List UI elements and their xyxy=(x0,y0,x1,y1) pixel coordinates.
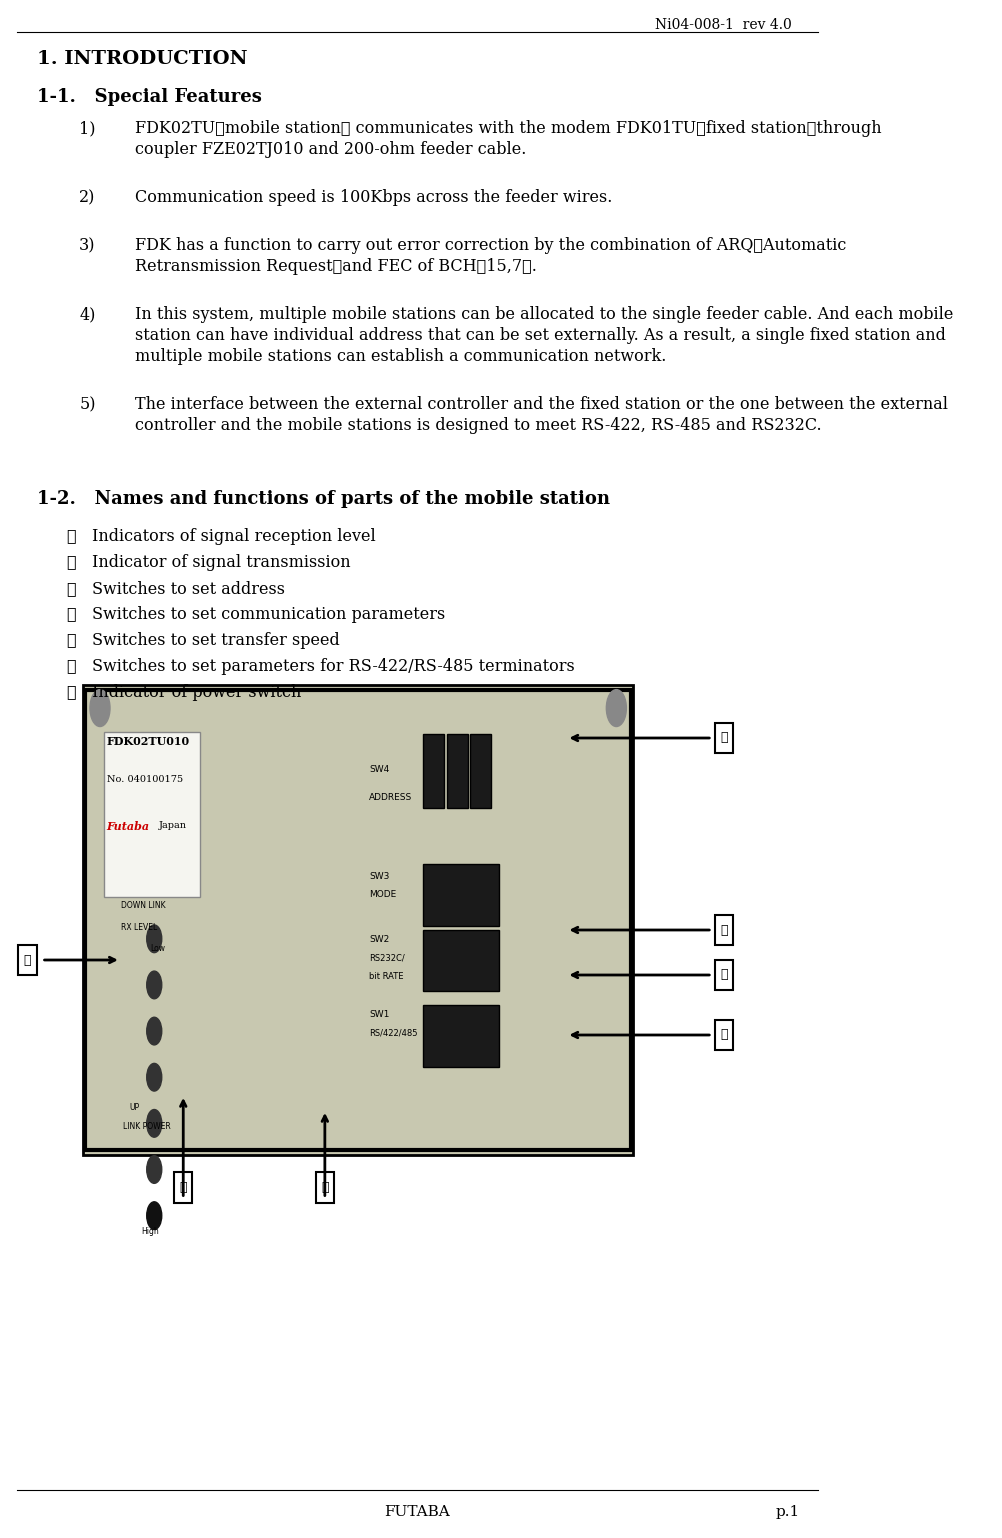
Text: Low: Low xyxy=(150,944,165,954)
Bar xyxy=(424,930,499,992)
Text: ⑥: ⑥ xyxy=(720,1029,727,1041)
Text: controller and the mobile stations is designed to meet RS-422, RS-485 and RS232C: controller and the mobile stations is de… xyxy=(135,417,822,434)
Bar xyxy=(447,734,468,807)
Text: 3): 3) xyxy=(79,237,95,254)
Text: FUTABA: FUTABA xyxy=(385,1506,450,1520)
Text: High: High xyxy=(141,1226,159,1235)
Bar xyxy=(18,944,37,975)
Text: The interface between the external controller and the fixed station or the one b: The interface between the external contr… xyxy=(135,395,948,414)
Text: 2): 2) xyxy=(79,189,95,206)
Text: ⑦: ⑦ xyxy=(321,1181,329,1193)
Text: coupler FZE02TJ010 and 200-ohm feeder cable.: coupler FZE02TJ010 and 200-ohm feeder ca… xyxy=(135,141,526,158)
Text: SW2: SW2 xyxy=(369,935,390,944)
Text: Japan: Japan xyxy=(158,821,186,831)
Text: ③   Switches to set address: ③ Switches to set address xyxy=(67,580,285,597)
Bar xyxy=(714,723,733,754)
Bar xyxy=(316,1172,334,1203)
Text: UP: UP xyxy=(129,1103,139,1112)
Bar xyxy=(470,734,491,807)
Bar xyxy=(424,864,499,926)
Bar xyxy=(714,960,733,990)
Text: 1): 1) xyxy=(79,120,95,137)
Circle shape xyxy=(146,1155,161,1183)
Text: Retransmission Request）and FEC of BCH（15,7）.: Retransmission Request）and FEC of BCH（15… xyxy=(135,258,537,275)
Text: multiple mobile stations can establish a communication network.: multiple mobile stations can establish a… xyxy=(135,348,666,365)
Text: RX LEVEL: RX LEVEL xyxy=(121,923,157,932)
Text: ⑤   Switches to set transfer speed: ⑤ Switches to set transfer speed xyxy=(67,632,340,649)
Text: ④   Switches to set communication parameters: ④ Switches to set communication paramete… xyxy=(67,606,445,623)
Text: p.1: p.1 xyxy=(776,1506,800,1520)
Text: MODE: MODE xyxy=(369,891,397,900)
Bar xyxy=(714,1020,733,1050)
Text: LINK POWER: LINK POWER xyxy=(123,1123,171,1132)
Text: SW4: SW4 xyxy=(369,764,390,774)
Text: ①   Indicators of signal reception level: ① Indicators of signal reception level xyxy=(67,528,376,544)
Text: 4): 4) xyxy=(79,306,95,323)
Bar xyxy=(104,732,200,897)
Text: 5): 5) xyxy=(79,395,95,414)
Bar xyxy=(424,1006,499,1067)
Text: 1. INTRODUCTION: 1. INTRODUCTION xyxy=(37,51,247,68)
Text: ③: ③ xyxy=(720,732,727,744)
Circle shape xyxy=(606,689,626,726)
Text: No. 040100175: No. 040100175 xyxy=(106,775,182,783)
Text: RS/422/485: RS/422/485 xyxy=(369,1029,418,1037)
Circle shape xyxy=(146,1201,161,1229)
Text: ①: ① xyxy=(24,954,31,966)
Text: ④: ④ xyxy=(720,923,727,937)
Circle shape xyxy=(146,924,161,952)
Text: SW3: SW3 xyxy=(369,872,390,881)
Circle shape xyxy=(146,970,161,998)
Text: ⑤: ⑤ xyxy=(720,969,727,981)
Text: Futaba: Futaba xyxy=(106,820,149,832)
Text: ADDRESS: ADDRESS xyxy=(369,792,413,801)
Text: DOWN LINK: DOWN LINK xyxy=(121,901,165,910)
Text: SW1: SW1 xyxy=(369,1010,390,1018)
Text: ⑦   Indicator of power switch: ⑦ Indicator of power switch xyxy=(67,684,301,701)
Text: ⑥   Switches to set parameters for RS-422/RS-485 terminators: ⑥ Switches to set parameters for RS-422/… xyxy=(67,658,574,675)
Text: station can have individual address that can be set externally. As a result, a s: station can have individual address that… xyxy=(135,328,946,345)
Text: Ni04-008-1  rev 4.0: Ni04-008-1 rev 4.0 xyxy=(654,18,792,32)
Text: 1-2.   Names and functions of parts of the mobile station: 1-2. Names and functions of parts of the… xyxy=(37,491,610,508)
Circle shape xyxy=(146,1109,161,1137)
Text: FDK has a function to carry out error correction by the combination of ARQ（Autom: FDK has a function to carry out error co… xyxy=(135,237,847,254)
Text: ②: ② xyxy=(179,1181,187,1193)
Text: In this system, multiple mobile stations can be allocated to the single feeder c: In this system, multiple mobile stations… xyxy=(135,306,953,323)
Text: RS232C/: RS232C/ xyxy=(369,954,405,963)
Text: bit RATE: bit RATE xyxy=(369,972,404,981)
Bar xyxy=(714,915,733,946)
Bar xyxy=(174,1172,192,1203)
Bar xyxy=(85,689,631,1150)
Bar xyxy=(424,734,444,807)
Text: FDK02TU010: FDK02TU010 xyxy=(106,735,189,747)
Text: 1-1.   Special Features: 1-1. Special Features xyxy=(37,88,263,106)
Circle shape xyxy=(146,1017,161,1044)
Text: ②   Indicator of signal transmission: ② Indicator of signal transmission xyxy=(67,554,351,571)
Circle shape xyxy=(146,1063,161,1090)
Circle shape xyxy=(90,689,110,726)
Text: FDK02TU（mobile station） communicates with the modem FDK01TU（fixed station）throug: FDK02TU（mobile station） communicates wit… xyxy=(135,120,882,137)
Bar xyxy=(83,684,633,1155)
Text: Communication speed is 100Kbps across the feeder wires.: Communication speed is 100Kbps across th… xyxy=(135,189,612,206)
